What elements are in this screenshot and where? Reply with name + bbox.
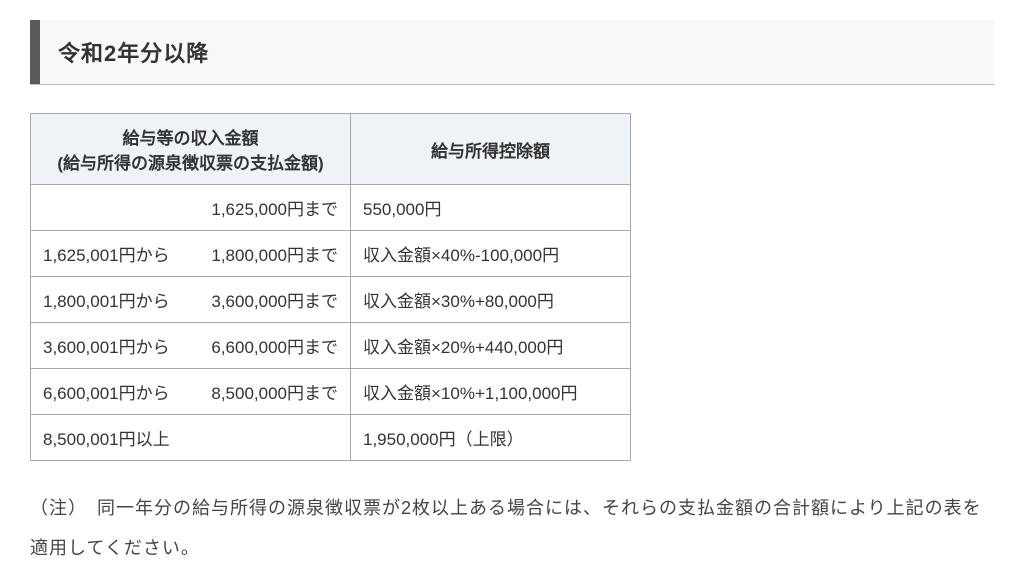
deduction-table: 給与等の収入金額 (給与所得の源泉徴収票の支払金額) 給与所得控除額 1,625…: [30, 113, 631, 461]
table-row: 6,600,001円から 8,500,000円まで 収入金額×10%+1,100…: [31, 369, 631, 415]
section-heading: 令和2年分以降: [30, 20, 994, 85]
table-header-deduction: 給与所得控除額: [351, 114, 631, 185]
table-body: 1,625,000円まで 550,000円 1,625,001円から 1,800…: [31, 185, 631, 461]
cell-range-from: 1,800,001円から: [31, 277, 191, 323]
heading-accent-bar: [30, 20, 40, 84]
cell-range-to: 3,600,000円まで: [191, 277, 351, 323]
cell-range-from: 8,500,001円以上: [31, 415, 191, 461]
table-header-row: 給与等の収入金額 (給与所得の源泉徴収票の支払金額) 給与所得控除額: [31, 114, 631, 185]
table-row: 3,600,001円から 6,600,000円まで 収入金額×20%+440,0…: [31, 323, 631, 369]
table-row: 8,500,001円以上 1,950,000円（上限）: [31, 415, 631, 461]
header-income-line2: (給与所得の源泉徴収票の支払金額): [43, 149, 338, 174]
cell-deduction: 収入金額×10%+1,100,000円: [351, 369, 631, 415]
cell-deduction: 1,950,000円（上限）: [351, 415, 631, 461]
heading-text: 令和2年分以降: [40, 20, 227, 84]
cell-range-to: 1,800,000円まで: [191, 231, 351, 277]
cell-range-from: 1,625,001円から: [31, 231, 191, 277]
footnote: （注） 同一年分の給与所得の源泉徴収票が2枚以上ある場合には、それらの支払金額の…: [30, 489, 994, 568]
cell-range-to: 8,500,000円まで: [191, 369, 351, 415]
cell-range-to: 1,625,000円まで: [191, 185, 351, 231]
cell-deduction: 収入金額×40%-100,000円: [351, 231, 631, 277]
cell-range-from: 6,600,001円から: [31, 369, 191, 415]
table-header-income: 給与等の収入金額 (給与所得の源泉徴収票の支払金額): [31, 114, 351, 185]
cell-deduction: 収入金額×20%+440,000円: [351, 323, 631, 369]
cell-range-from: 3,600,001円から: [31, 323, 191, 369]
table-row: 1,800,001円から 3,600,000円まで 収入金額×30%+80,00…: [31, 277, 631, 323]
cell-deduction: 550,000円: [351, 185, 631, 231]
header-income-line1: 給与等の収入金額: [43, 124, 338, 149]
cell-range-to: 6,600,000円まで: [191, 323, 351, 369]
table-row: 1,625,000円まで 550,000円: [31, 185, 631, 231]
table-row: 1,625,001円から 1,800,000円まで 収入金額×40%-100,0…: [31, 231, 631, 277]
cell-deduction: 収入金額×30%+80,000円: [351, 277, 631, 323]
cell-range-to: [191, 415, 351, 461]
cell-range-from: [31, 185, 191, 231]
